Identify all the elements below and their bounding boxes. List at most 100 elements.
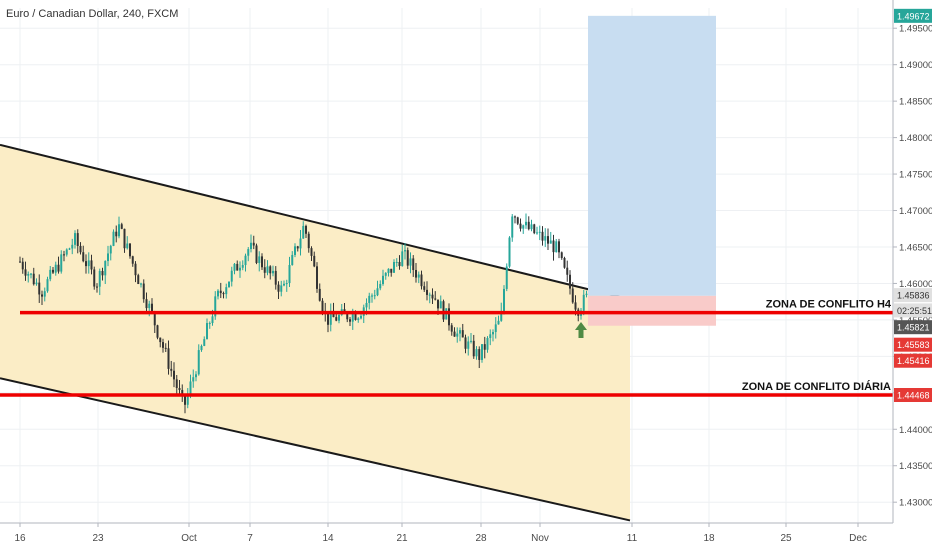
candle-body [145,299,148,309]
channel-upper-line[interactable] [0,143,631,301]
y-tick-label: 1.44000 [899,425,932,436]
descending-channel[interactable] [0,143,631,522]
candle-body [217,290,219,297]
candle-body [368,295,371,303]
candle-body [104,261,107,276]
x-tick-label: 21 [396,533,408,544]
y-tick-label: 1.49000 [899,60,932,71]
candle-body [52,269,54,273]
x-tick-label: 16 [14,533,26,544]
candle-body [456,333,459,337]
candle-body [126,243,129,249]
candle-body [112,231,115,246]
x-tick-label: 7 [247,533,253,544]
candle-body [255,245,258,263]
candle-body [395,261,398,263]
level-label: ZONA DE CONFLITO H4 [766,299,892,311]
candle-body [49,269,52,280]
candle-body [142,283,145,300]
candle-body [269,266,272,274]
candle-body [60,254,63,272]
candle-body [379,284,382,289]
candle-body [101,270,104,276]
support-levels[interactable]: ZONA DE CONFLITO H4 ZONA DE CONFLITO DIÁR… [0,299,893,397]
candle-body [164,347,167,349]
candle-body [412,258,415,270]
target-zone[interactable] [588,15,716,296]
candle-body [24,269,27,276]
candle-body [219,290,222,294]
candle-body [214,296,217,317]
candle-body [404,250,406,252]
candle-body [505,266,508,289]
candle-body [90,260,93,270]
candle-body [148,303,151,309]
candle-body [291,254,294,265]
candle-body [489,334,492,338]
candle-body [87,260,90,267]
candle-body [85,261,87,267]
channel-lower-line[interactable] [0,377,631,522]
candle-body [321,300,324,312]
candlestick-series [19,213,588,414]
long-position-tool[interactable] [588,15,716,326]
candle-body [387,268,390,273]
candle-body [21,261,24,270]
candle-body [120,224,123,229]
price-badge-label: 1.44468 [897,391,930,401]
candle-body [263,267,266,273]
price-badge [894,388,932,402]
y-tick-label: 1.49500 [899,24,932,35]
candle-body [96,286,98,288]
candle-body [566,267,569,275]
candle-body [247,249,250,256]
candle-body [318,288,321,301]
candle-body [569,274,571,289]
candle-body [285,283,288,285]
candle-body [115,231,118,237]
candle-body [283,283,285,286]
level-label: ZONA DE CONFLITO DIÁRIA [742,380,891,393]
candle-body [316,266,318,289]
candle-body [250,242,252,250]
candle-body [68,248,71,250]
candle-body [398,261,401,267]
candle-body [181,389,184,395]
candle-body [530,224,533,230]
candle-body [272,270,274,274]
candle-body [360,315,362,319]
price-badge-label: 1.45583 [897,340,930,350]
y-tick-label: 1.47500 [899,170,932,181]
x-tick-label: 25 [780,533,792,544]
candle-body [27,274,30,276]
candle-body [508,237,511,267]
channel-fill [0,144,630,521]
candle-body [494,324,497,333]
candle-body [197,350,200,375]
stop-zone[interactable] [588,295,716,326]
candle-body [184,394,186,405]
candle-body [32,273,35,285]
candle-body [140,283,142,285]
candle-body [208,323,211,325]
candle-body [134,263,137,276]
candle-body [349,319,351,322]
candle-body [41,294,43,297]
candle-body [420,274,423,287]
candle-body [415,269,417,278]
candle-body [434,298,437,300]
candle-body [571,288,574,303]
price-badge [894,320,932,335]
candle-body [448,308,450,326]
candle-body [79,245,82,253]
candle-body [274,270,277,285]
y-tick-label: 1.46000 [899,279,932,290]
x-tick-label: Nov [531,533,549,544]
candle-body [222,293,225,295]
price-badges: 1.49672 1.45836 02:25:51 1.45821 1.45583 1.45… [894,8,932,402]
candle-body [167,348,170,369]
candle-body [82,252,85,262]
candle-body [522,225,525,229]
candle-body [46,279,49,292]
